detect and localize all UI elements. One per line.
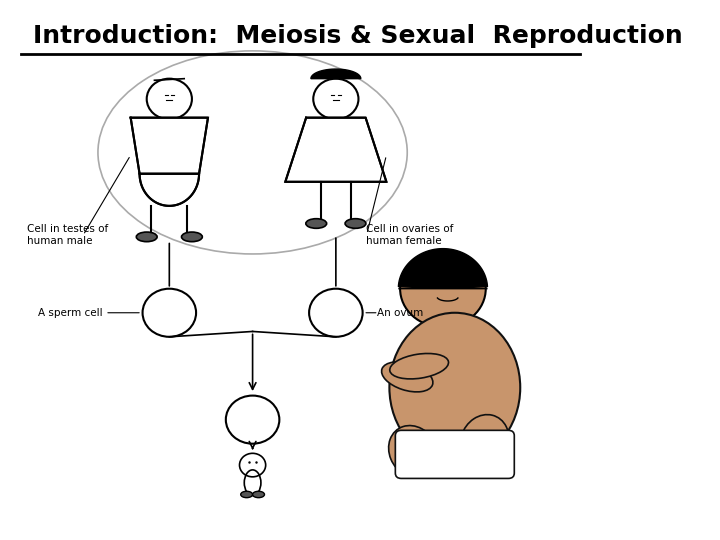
Polygon shape — [398, 248, 487, 289]
Text: Cell in testes of
human male: Cell in testes of human male — [27, 225, 108, 246]
Text: An ovum: An ovum — [377, 308, 424, 318]
Polygon shape — [130, 118, 208, 174]
Polygon shape — [311, 69, 361, 79]
Ellipse shape — [345, 219, 366, 228]
FancyBboxPatch shape — [395, 430, 514, 478]
Ellipse shape — [253, 491, 264, 498]
Ellipse shape — [306, 219, 327, 228]
Polygon shape — [140, 174, 199, 206]
Circle shape — [400, 250, 486, 327]
Text: Introduction:  Meiosis & Sexual  Reproduction: Introduction: Meiosis & Sexual Reproduct… — [32, 24, 683, 48]
Ellipse shape — [390, 313, 521, 462]
Text: Cell in ovaries of
human female: Cell in ovaries of human female — [366, 225, 453, 246]
Ellipse shape — [240, 491, 253, 498]
Ellipse shape — [389, 426, 438, 478]
Text: A sperm cell: A sperm cell — [38, 308, 103, 318]
Ellipse shape — [390, 354, 449, 379]
Ellipse shape — [181, 232, 202, 242]
Ellipse shape — [460, 415, 509, 468]
Ellipse shape — [382, 362, 433, 392]
Polygon shape — [285, 118, 387, 182]
Ellipse shape — [136, 232, 157, 242]
